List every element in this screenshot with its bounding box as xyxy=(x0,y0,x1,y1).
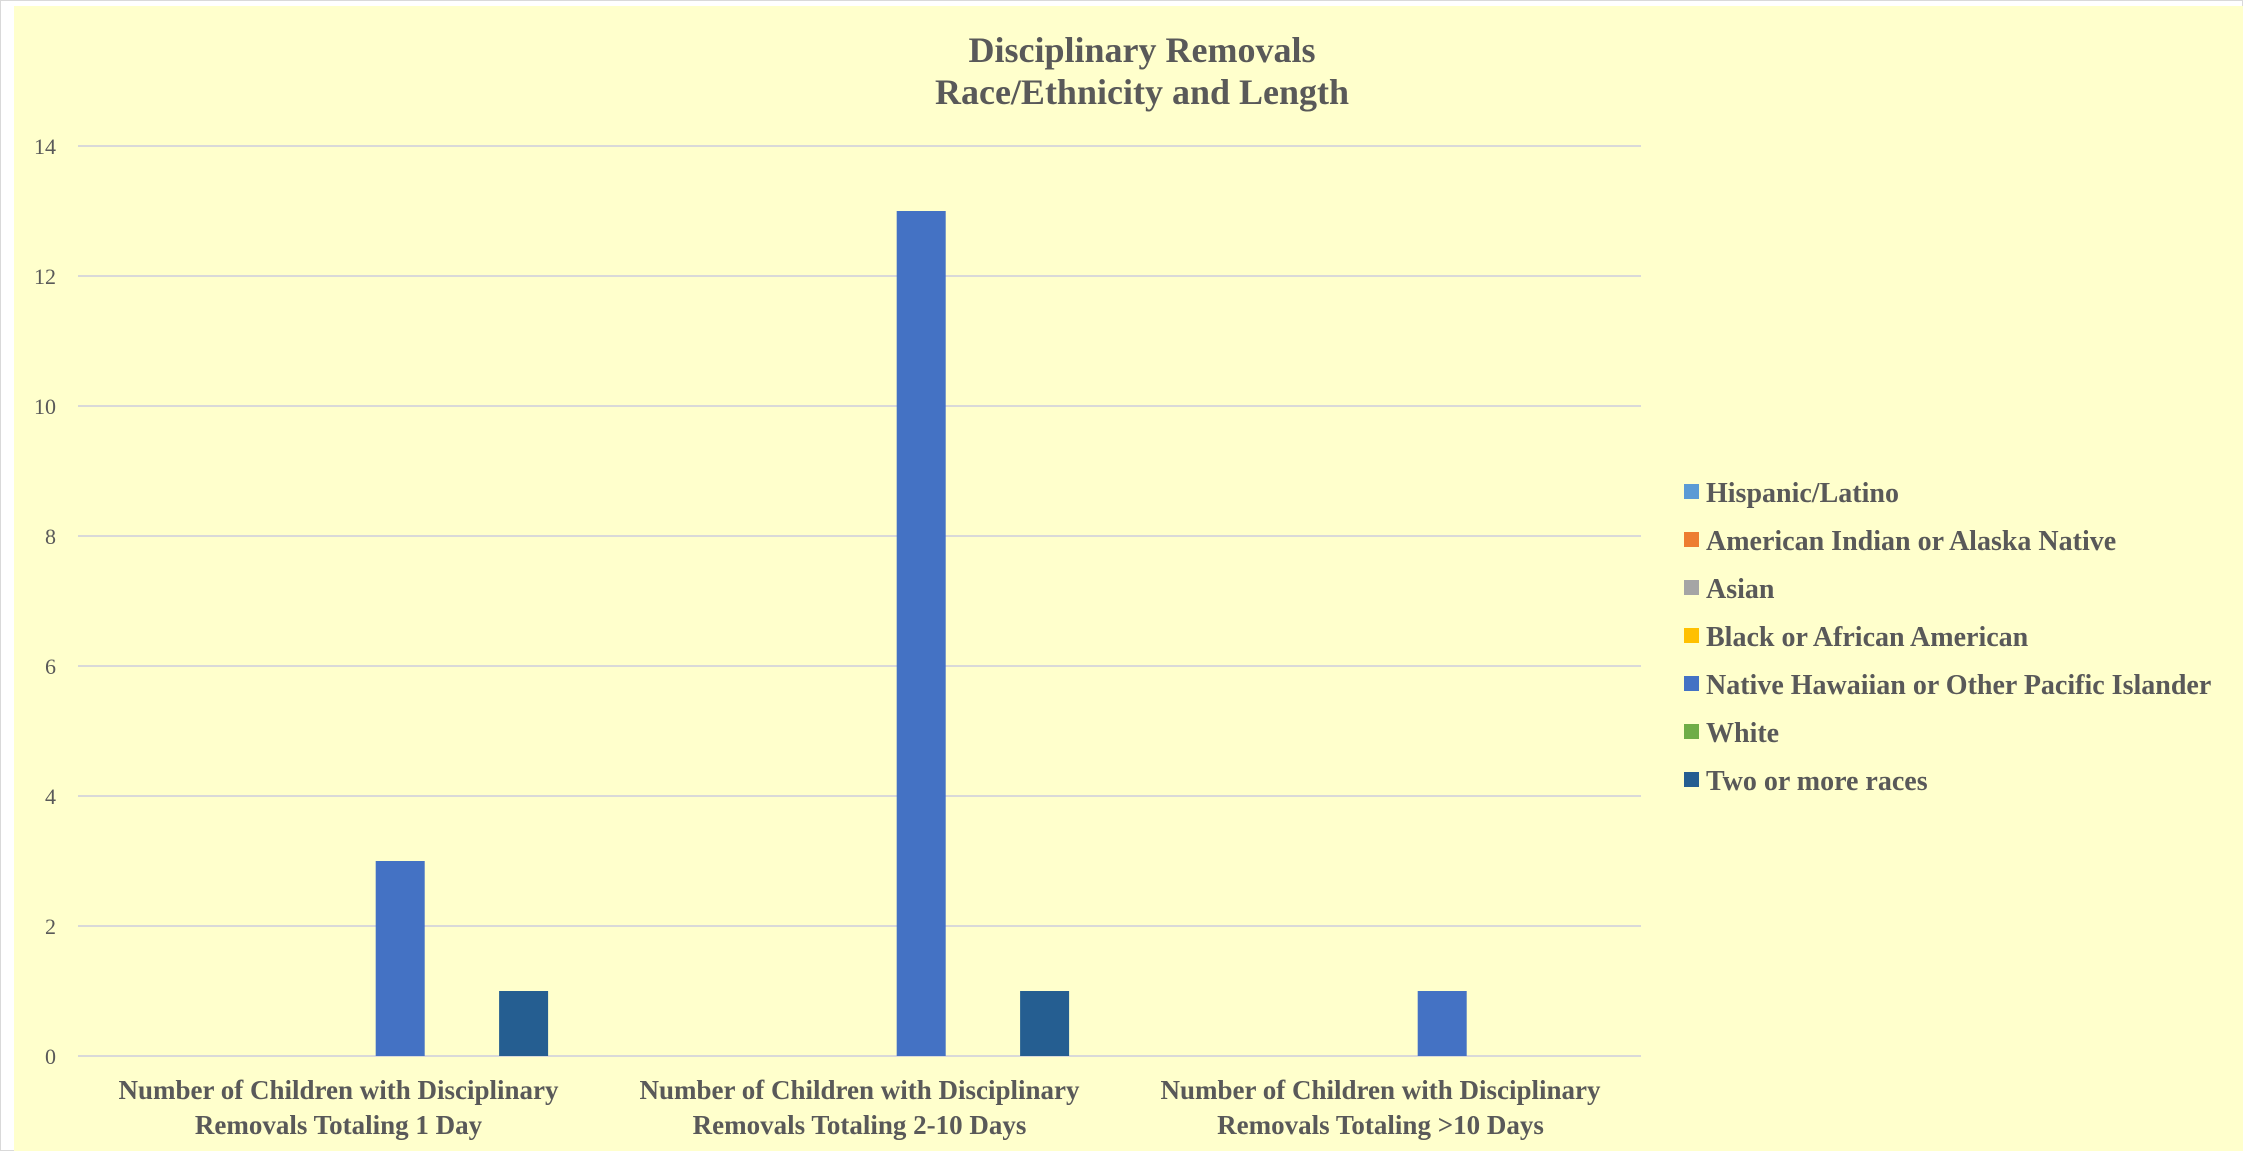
legend-swatch xyxy=(1684,532,1699,547)
legend-swatch xyxy=(1684,628,1699,643)
y-tick-label: 8 xyxy=(45,524,56,549)
gridlines xyxy=(78,145,1641,1057)
legend-swatch xyxy=(1684,580,1699,595)
legend-label: Hispanic/Latino xyxy=(1706,478,1899,509)
y-axis-tick-labels: 0 2 4 6 8 10 12 14 xyxy=(34,134,56,1069)
legend-label: White xyxy=(1706,718,1779,749)
bar xyxy=(375,861,425,1056)
chart-background xyxy=(14,6,2243,1151)
legend-label: Native Hawaiian or Other Pacific Islande… xyxy=(1706,670,2211,701)
y-tick-label: 4 xyxy=(45,784,56,809)
y-tick-label: 10 xyxy=(34,394,56,419)
legend-swatch xyxy=(1684,772,1699,787)
y-tick-label: 6 xyxy=(45,654,56,679)
legend-label: Asian xyxy=(1706,574,1775,605)
x-category-label: Removals Totaling 1 Day xyxy=(195,1110,483,1140)
x-category-label: Removals Totaling 2-10 Days xyxy=(693,1110,1027,1140)
legend-swatch xyxy=(1684,676,1699,691)
bar xyxy=(1417,991,1467,1056)
chart-title-line-1: Disciplinary Removals xyxy=(969,30,1316,70)
y-tick-label: 2 xyxy=(45,914,56,939)
x-category-label: Number of Children with Disciplinary xyxy=(118,1075,559,1105)
bar xyxy=(499,991,549,1056)
x-category-label: Removals Totaling >10 Days xyxy=(1217,1110,1544,1140)
legend-swatch xyxy=(1684,484,1699,499)
x-category-label: Number of Children with Disciplinary xyxy=(639,1075,1080,1105)
legend-label: American Indian or Alaska Native xyxy=(1706,526,2116,557)
bars xyxy=(375,211,1467,1056)
x-axis-category-labels: Number of Children with Disciplinary Remo… xyxy=(118,1075,1601,1140)
chart-title-line-2: Race/Ethnicity and Length xyxy=(935,72,1349,112)
bar xyxy=(1020,991,1070,1056)
chart-title: Disciplinary Removals Race/Ethnicity and… xyxy=(935,30,1349,112)
y-tick-label: 12 xyxy=(34,264,56,289)
x-category-label: Number of Children with Disciplinary xyxy=(1160,1075,1601,1105)
y-tick-label: 14 xyxy=(34,134,56,159)
y-tick-label: 0 xyxy=(45,1044,56,1069)
bar xyxy=(896,211,946,1056)
legend-label: Black or African American xyxy=(1706,622,2029,653)
legend-label: Two or more races xyxy=(1706,766,1928,797)
legend: Hispanic/Latino American Indian or Alaska… xyxy=(1684,478,2211,797)
legend-swatch xyxy=(1684,724,1699,739)
